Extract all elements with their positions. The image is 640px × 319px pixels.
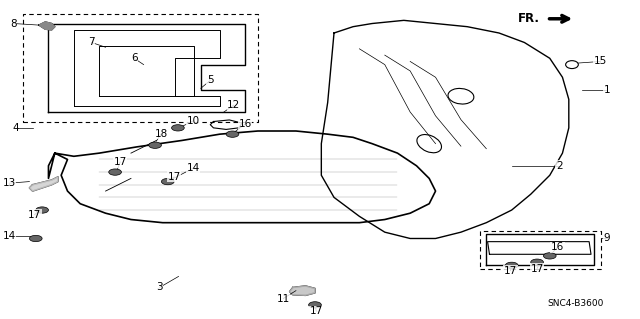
Text: 17: 17 [504, 266, 517, 276]
Circle shape [506, 262, 518, 269]
Text: 2: 2 [556, 161, 563, 171]
Circle shape [109, 169, 122, 175]
Text: 3: 3 [156, 283, 163, 293]
Text: 17: 17 [113, 157, 127, 167]
Text: 9: 9 [604, 234, 610, 243]
Text: 1: 1 [604, 85, 610, 95]
Circle shape [531, 259, 543, 265]
Text: 17: 17 [168, 172, 180, 182]
Circle shape [148, 142, 161, 148]
Polygon shape [29, 177, 58, 191]
Circle shape [161, 178, 174, 185]
Circle shape [172, 125, 184, 131]
Text: 17: 17 [310, 306, 323, 316]
Text: 6: 6 [131, 53, 138, 63]
Circle shape [29, 235, 42, 242]
Circle shape [308, 302, 321, 308]
Polygon shape [290, 286, 315, 295]
Text: 17: 17 [28, 210, 41, 220]
Text: 12: 12 [227, 100, 241, 110]
Text: 17: 17 [531, 263, 544, 273]
Text: 14: 14 [186, 163, 200, 173]
Text: 18: 18 [155, 129, 168, 138]
Text: SNC4-B3600: SNC4-B3600 [547, 299, 604, 308]
Text: 11: 11 [276, 293, 290, 304]
Circle shape [226, 131, 239, 137]
Text: 5: 5 [207, 75, 214, 85]
Text: 14: 14 [3, 231, 16, 241]
Text: 15: 15 [594, 56, 607, 66]
Circle shape [543, 253, 556, 259]
Circle shape [36, 207, 49, 213]
Text: 16: 16 [551, 242, 564, 252]
Text: 7: 7 [88, 38, 95, 48]
Text: 4: 4 [12, 123, 19, 133]
Text: FR.: FR. [518, 12, 540, 25]
Polygon shape [39, 22, 55, 30]
Text: 16: 16 [239, 119, 252, 129]
Text: 13: 13 [3, 178, 16, 188]
Text: 10: 10 [187, 116, 200, 126]
Text: 8: 8 [10, 19, 17, 28]
